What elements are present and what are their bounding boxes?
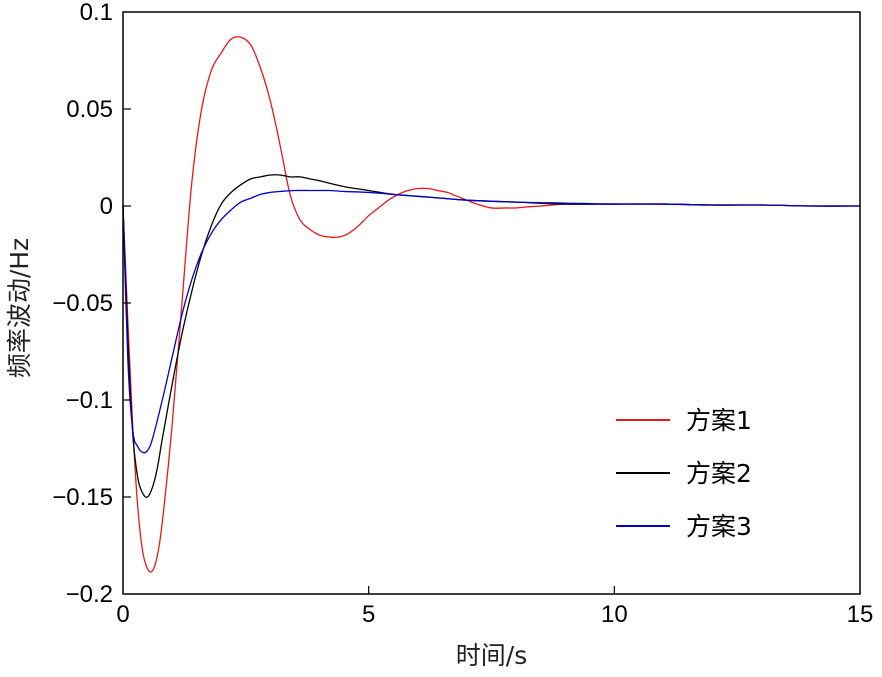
y-tick-label: −0.1 xyxy=(66,387,113,414)
x-axis-label: 时间/s xyxy=(456,641,527,670)
legend: 方案1 方案2 方案3 xyxy=(616,406,752,541)
legend-label-3: 方案3 xyxy=(686,512,752,541)
legend-label-2: 方案2 xyxy=(686,459,752,488)
x-tick-label: 15 xyxy=(847,601,874,628)
plot-area-frame xyxy=(122,11,861,595)
y-tick-label: 0 xyxy=(100,193,113,220)
x-tick-label: 0 xyxy=(116,601,129,628)
y-tick-label: 0.1 xyxy=(80,0,113,26)
legend-label-1: 方案1 xyxy=(686,406,752,435)
series-line-1 xyxy=(122,36,861,573)
series-layer xyxy=(122,36,861,573)
series-line-2 xyxy=(122,174,861,498)
y-tick-label: 0.05 xyxy=(66,96,113,123)
series-line-3 xyxy=(122,189,861,454)
y-tick-label: −0.2 xyxy=(66,581,113,608)
x-tick-label: 10 xyxy=(601,601,628,628)
y-axis-label: 频率波动/Hz xyxy=(5,238,34,378)
axis-ticks: 0 5 10 15 0.1 0.05 0 −0.05 −0.1 −0.15 −0.2 xyxy=(52,0,873,628)
x-tick-label: 5 xyxy=(362,601,375,628)
y-tick-label: −0.15 xyxy=(52,484,113,511)
y-tick-label: −0.05 xyxy=(52,290,113,317)
